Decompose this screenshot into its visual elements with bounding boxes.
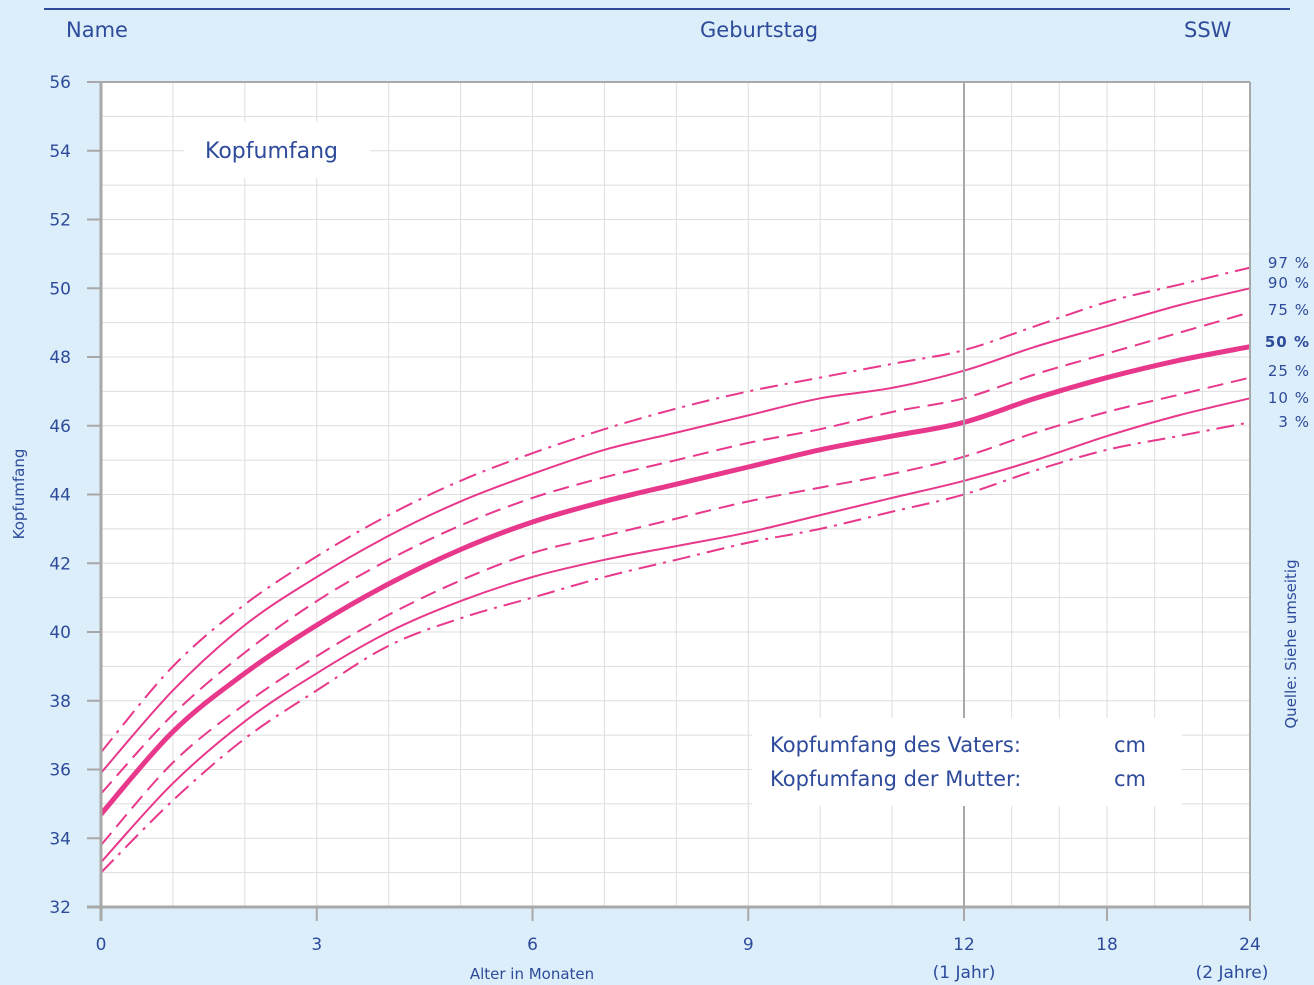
percentile-label: 50 %: [1265, 333, 1310, 351]
y-tick-label: 44: [49, 486, 71, 506]
y-tick-label: 56: [49, 73, 71, 93]
y-tick-label: 34: [49, 829, 71, 849]
x-axis-label: Alter in Monaten: [470, 965, 594, 983]
x-tick-label: 12: [953, 935, 975, 955]
y-tick-label: 46: [49, 417, 71, 437]
birthday-field-label: Geburtstag: [700, 18, 819, 42]
percentile-label: 90 %: [1268, 274, 1310, 292]
percentile-label: 25 %: [1268, 362, 1310, 380]
y-tick-label: 36: [49, 761, 71, 781]
percentile-curve-25: [100, 376, 1251, 846]
mother-head-unit: cm: [1114, 767, 1146, 791]
x-tick-label: 24: [1239, 935, 1261, 955]
x-tick-sublabel: (2 Jahre): [1196, 963, 1269, 983]
mother-head-label: Kopfumfang der Mutter:: [770, 767, 1021, 791]
y-tick-label: 38: [49, 692, 71, 712]
x-tick-sublabel: (1 Jahr): [933, 963, 996, 983]
y-tick-label: 54: [49, 142, 71, 162]
y-axis-label: Kopfumfang: [10, 449, 28, 540]
percentile-curve-97: [100, 266, 1251, 753]
source-note: Quelle: Siehe umseitig: [1282, 559, 1300, 728]
percentile-curve-75: [100, 311, 1251, 795]
x-tick-label: 3: [311, 935, 322, 955]
chart-title-box: [184, 122, 370, 178]
percentile-curves: [99, 266, 1251, 874]
percentile-label: 10 %: [1268, 389, 1310, 407]
father-head-label: Kopfumfang des Vaters:: [770, 733, 1021, 757]
percentile-label: 97 %: [1268, 254, 1310, 272]
header-rule: [44, 8, 1290, 10]
y-tick-label: 52: [49, 211, 71, 231]
percentile-curve-3: [100, 421, 1251, 874]
axes: [87, 81, 1251, 921]
x-tick-label: 9: [743, 935, 754, 955]
parents-info-box: [752, 718, 1182, 806]
percentile-labels: 97 % 90 % 75 % 50 % 25 % 10 % 3 %: [1265, 254, 1310, 431]
name-field-label: Name: [66, 18, 128, 42]
ssw-field-label: SSW: [1184, 18, 1232, 42]
x-tick-label: 18: [1096, 935, 1118, 955]
percentile-label: 75 %: [1268, 301, 1310, 319]
percentile-label: 3 %: [1278, 413, 1310, 431]
y-tick-label: 42: [49, 554, 71, 574]
y-tick-label: 32: [49, 898, 71, 918]
x-tick-label: 0: [96, 935, 107, 955]
percentile-curve-10: [100, 397, 1251, 863]
x-tick-label: 6: [527, 935, 538, 955]
percentile-curve-50: [99, 344, 1251, 816]
y-tick-label: 50: [49, 279, 71, 299]
percentile-curve-90: [100, 287, 1251, 774]
father-head-unit: cm: [1114, 733, 1146, 757]
y-tick-label: 40: [49, 623, 71, 643]
y-tick-label: 48: [49, 348, 71, 368]
chart-title: Kopfumfang: [205, 139, 338, 164]
